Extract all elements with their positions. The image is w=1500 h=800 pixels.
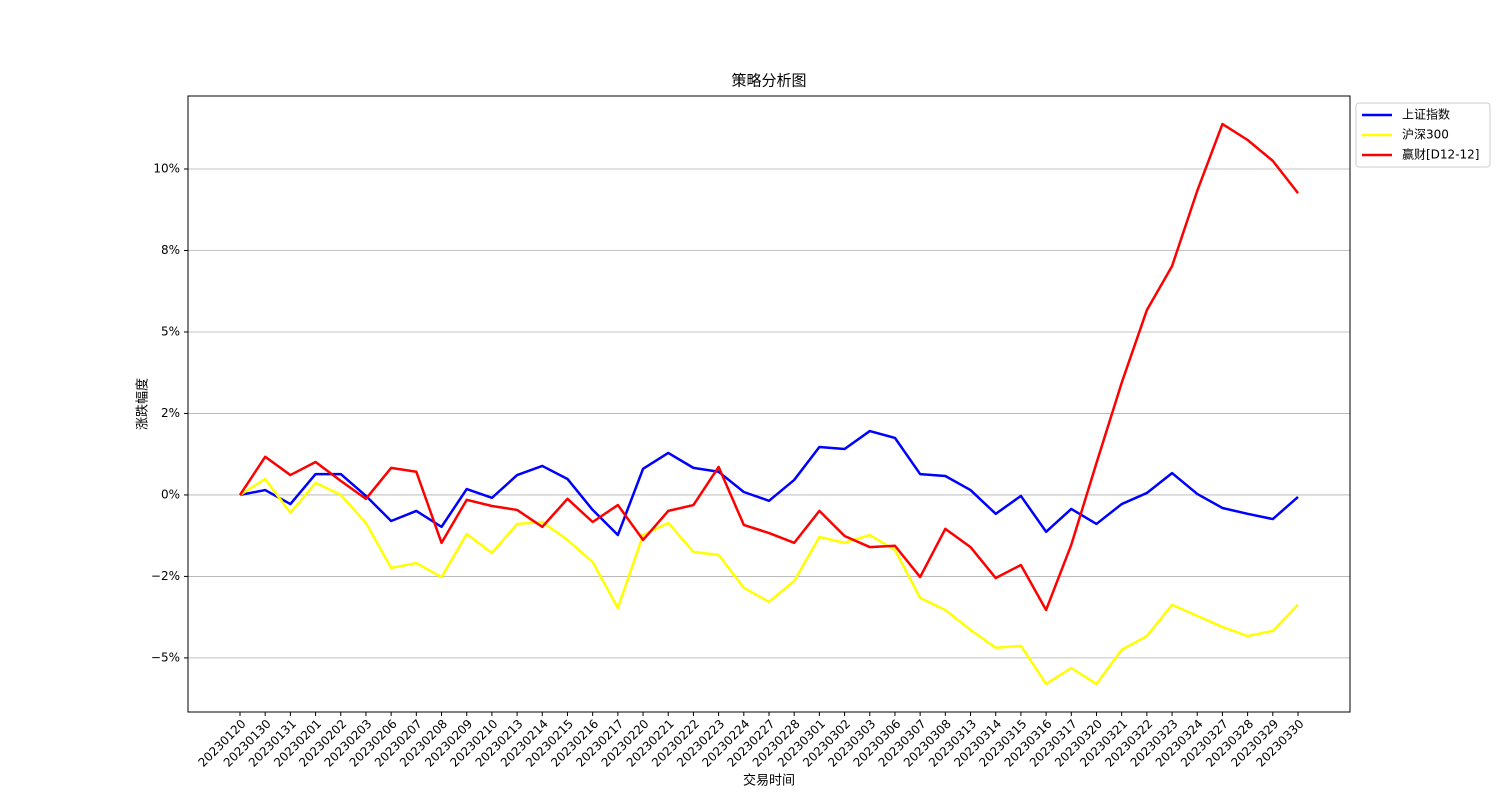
legend-box	[1355, 102, 1491, 168]
y-tick-label: −2%	[151, 569, 180, 583]
legend-label: 沪深300	[1402, 128, 1449, 142]
legend-label: 上证指数	[1402, 107, 1450, 122]
plot-frame	[187, 95, 1351, 713]
y-tick-label: 8%	[161, 243, 180, 257]
x-axis-label: 交易时间	[743, 773, 795, 789]
legend-label: 赢财[D12-12]	[1402, 147, 1479, 162]
y-tick-label: 0%	[161, 487, 180, 501]
series-line	[238, 122, 1299, 612]
y-tick-label: 2%	[161, 406, 180, 420]
series-line	[239, 429, 1299, 537]
y-tick-label: 10%	[153, 162, 180, 176]
series-line	[239, 477, 1299, 686]
y-tick-label: −5%	[151, 650, 180, 664]
y-tick-label: 5%	[161, 324, 180, 338]
chart-title: 策略分析图	[731, 72, 806, 90]
y-axis-label: 涨跌幅度	[135, 378, 151, 430]
